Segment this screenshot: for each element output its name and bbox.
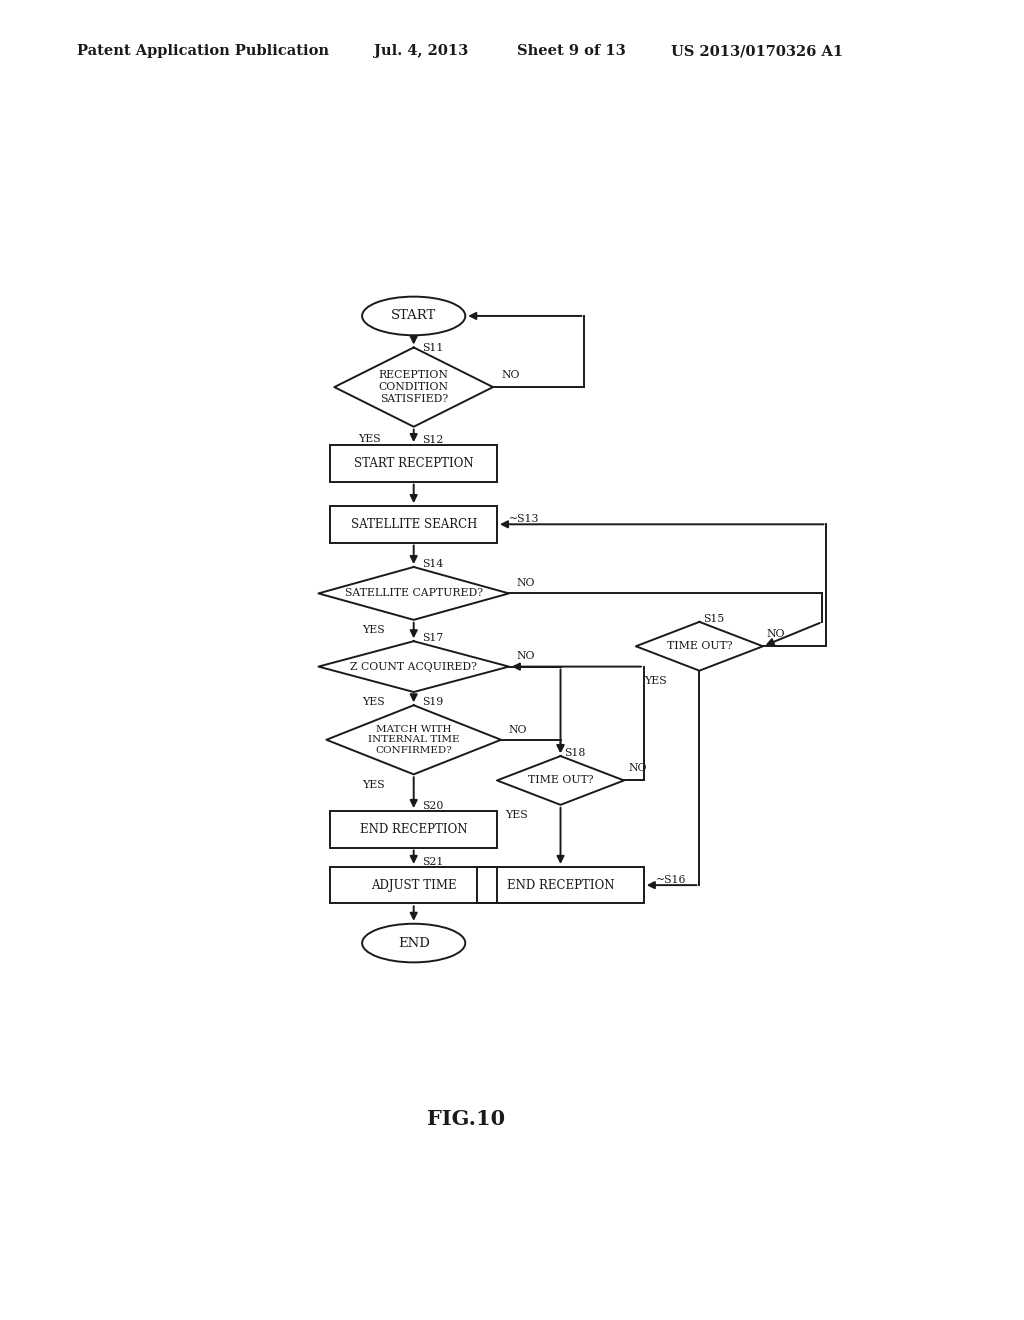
Text: Z COUNT ACQUIRED?: Z COUNT ACQUIRED? (350, 661, 477, 672)
Text: YES: YES (362, 697, 385, 708)
Text: YES: YES (362, 780, 385, 789)
Text: SATELLITE SEARCH: SATELLITE SEARCH (350, 517, 477, 531)
Text: END RECEPTION: END RECEPTION (507, 879, 614, 891)
Text: TIME OUT?: TIME OUT? (667, 642, 732, 651)
Text: YES: YES (644, 676, 667, 686)
Text: END: END (397, 937, 430, 949)
Text: FIG.10: FIG.10 (427, 1109, 505, 1129)
Text: NO: NO (501, 370, 519, 380)
Text: S19: S19 (422, 697, 443, 708)
Bar (331, 445, 497, 482)
Text: TIME OUT?: TIME OUT? (527, 775, 593, 785)
Text: NO: NO (517, 652, 536, 661)
Text: ADJUST TIME: ADJUST TIME (371, 879, 457, 891)
Text: YES: YES (358, 434, 381, 444)
Text: S11: S11 (422, 342, 443, 352)
Text: S15: S15 (703, 614, 725, 624)
Text: NO: NO (767, 630, 785, 639)
Text: US 2013/0170326 A1: US 2013/0170326 A1 (671, 45, 843, 58)
Text: END RECEPTION: END RECEPTION (360, 822, 467, 836)
Bar (331, 867, 497, 903)
Bar (477, 867, 644, 903)
Text: S17: S17 (422, 634, 443, 643)
Text: NO: NO (628, 763, 646, 774)
Text: S18: S18 (564, 748, 586, 758)
Text: NO: NO (517, 578, 536, 589)
Text: YES: YES (505, 810, 527, 820)
Text: S21: S21 (422, 857, 443, 867)
Text: ~S13: ~S13 (509, 515, 540, 524)
Text: S14: S14 (422, 560, 443, 569)
Text: START: START (391, 309, 436, 322)
Text: S12: S12 (422, 436, 443, 445)
Bar (331, 506, 497, 543)
Bar (331, 810, 497, 847)
Text: RECEPTION
CONDITION
SATISFIED?: RECEPTION CONDITION SATISFIED? (379, 371, 449, 404)
Text: S20: S20 (422, 801, 443, 810)
Text: Jul. 4, 2013: Jul. 4, 2013 (374, 45, 468, 58)
Text: YES: YES (362, 624, 385, 635)
Text: SATELLITE CAPTURED?: SATELLITE CAPTURED? (345, 589, 482, 598)
Text: START RECEPTION: START RECEPTION (354, 457, 473, 470)
Text: NO: NO (509, 725, 527, 735)
Text: ~S16: ~S16 (655, 875, 686, 884)
Text: Sheet 9 of 13: Sheet 9 of 13 (517, 45, 626, 58)
Text: Patent Application Publication: Patent Application Publication (77, 45, 329, 58)
Text: MATCH WITH
INTERNAL TIME
CONFIRMED?: MATCH WITH INTERNAL TIME CONFIRMED? (368, 725, 460, 755)
